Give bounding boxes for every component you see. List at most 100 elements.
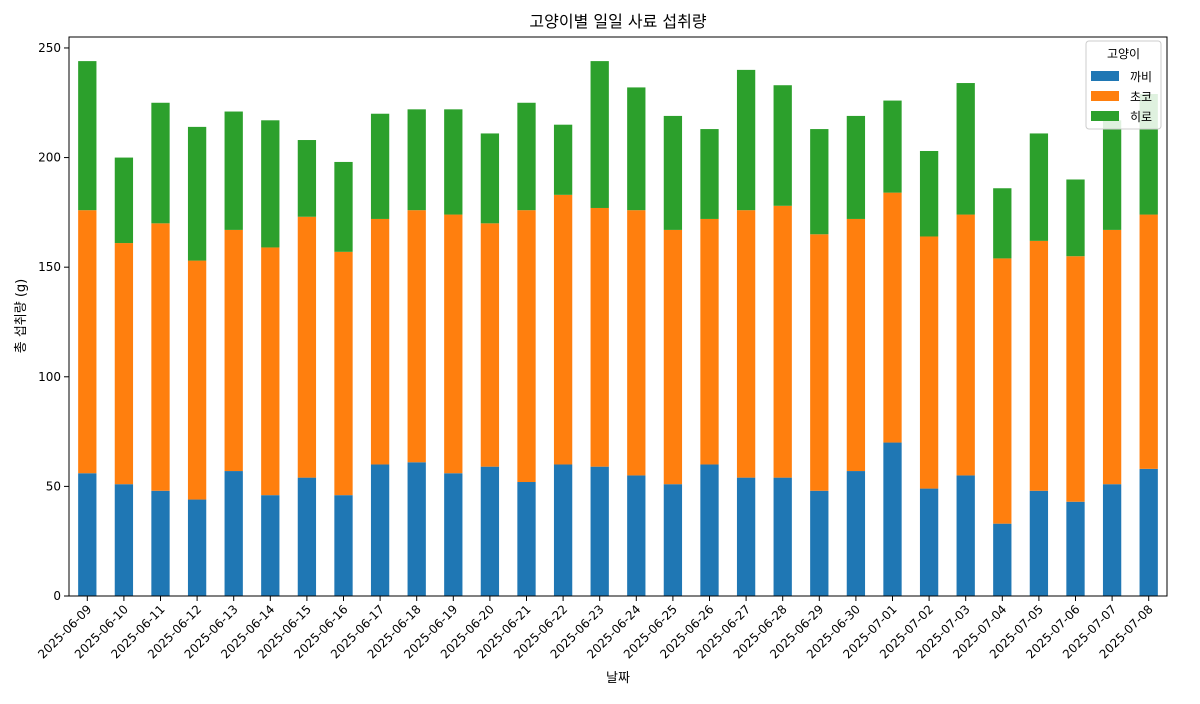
bar-2025-07-04-series-1 [993,258,1012,524]
bar-2025-07-06-series-2 [1066,179,1085,257]
bar-2025-07-02-series-0 [919,488,939,596]
bar-2025-06-25-series-1 [663,229,683,485]
legend-swatch-2 [1091,111,1119,121]
bar-2025-06-17-series-0 [370,464,390,596]
bar-2025-06-30-series-2 [846,115,866,219]
bar-2025-06-22-series-1 [553,194,573,465]
bar-2025-07-01-series-2 [883,100,902,193]
bar-2025-06-11-series-0 [151,490,170,596]
bar-2025-06-17-series-1 [370,218,390,465]
bar-2025-06-14-series-0 [261,495,280,596]
bar-2025-06-09-series-2 [78,61,97,211]
bar-2025-06-13-series-1 [224,229,243,472]
bar-2025-06-19-series-1 [444,214,463,474]
bar-2025-06-22-series-0 [553,464,573,596]
bar-2025-06-09-series-1 [78,210,97,474]
bar-2025-07-03-series-1 [956,214,975,476]
bar-2025-06-18-series-2 [407,109,426,211]
bar-2025-06-26-series-2 [700,129,719,219]
legend-swatch-1 [1091,91,1119,101]
bar-2025-06-23-series-2 [590,61,609,208]
bar-2025-06-28-series-0 [773,477,792,596]
bar-2025-07-05-series-0 [1029,490,1049,596]
legend-swatch-0 [1091,71,1119,81]
bar-2025-06-10-series-0 [114,484,134,596]
bar-2025-06-14-series-1 [261,247,280,496]
bar-2025-07-02-series-1 [919,236,939,489]
bar-2025-06-20-series-0 [480,466,500,596]
y-tick-label: 50 [46,479,61,493]
bar-2025-06-15-series-0 [297,477,317,596]
bar-2025-06-23-series-1 [590,207,609,467]
bar-2025-07-08-series-0 [1139,468,1158,596]
bar-2025-06-24-series-2 [627,87,646,211]
bar-2025-06-23-series-0 [590,466,609,596]
y-tick-label: 200 [38,151,61,165]
bar-2025-06-29-series-0 [810,490,829,596]
bar-2025-06-18-series-0 [407,462,426,596]
bar-2025-06-26-series-1 [700,218,719,465]
chart-title: 고양이별 일일 사료 섭취량 [529,12,706,31]
bar-2025-06-24-series-1 [627,210,646,476]
bar-2025-06-17-series-2 [370,113,390,219]
bar-2025-07-06-series-1 [1066,256,1085,502]
bar-2025-06-27-series-0 [736,477,756,596]
y-tick-label: 0 [53,589,61,603]
y-tick-label: 100 [38,370,61,384]
bar-2025-06-10-series-2 [114,157,134,244]
bar-2025-06-13-series-0 [224,471,243,596]
bar-2025-07-07-series-1 [1102,229,1122,485]
bar-2025-06-30-series-0 [846,471,866,596]
bar-2025-07-07-series-2 [1102,120,1122,230]
bar-2025-06-12-series-1 [187,260,207,500]
bar-2025-07-07-series-0 [1102,484,1122,596]
bar-2025-06-11-series-2 [151,102,170,224]
bar-2025-07-01-series-1 [883,192,902,443]
bar-2025-06-28-series-2 [773,85,792,206]
bar-2025-06-28-series-1 [773,205,792,478]
y-tick-label: 150 [38,260,61,274]
bar-2025-06-13-series-2 [224,111,243,230]
bar-2025-06-25-series-2 [663,115,683,230]
bar-2025-06-25-series-0 [663,484,683,596]
bar-2025-06-21-series-1 [517,210,536,483]
bar-2025-06-12-series-0 [187,499,207,596]
bar-2025-06-16-series-2 [334,161,353,252]
bar-2025-06-27-series-1 [736,210,756,478]
bar-2025-07-03-series-2 [956,83,975,215]
bar-2025-06-10-series-1 [114,243,134,485]
bar-2025-06-29-series-2 [810,129,829,235]
bar-2025-06-14-series-2 [261,120,280,248]
bar-2025-06-21-series-2 [517,102,536,211]
x-axis-label: 날짜 [606,671,630,686]
bar-2025-06-11-series-1 [151,223,170,491]
bar-2025-07-01-series-0 [883,442,902,596]
bar-2025-06-19-series-2 [444,109,463,215]
bar-2025-07-06-series-0 [1066,501,1085,596]
bar-2025-06-15-series-1 [297,216,317,478]
bar-2025-06-15-series-2 [297,140,317,217]
bar-2025-06-29-series-1 [810,234,829,491]
bar-2025-06-27-series-2 [736,69,756,211]
legend-label-1: 초코 [1130,90,1152,104]
bar-2025-06-16-series-0 [334,495,353,596]
bar-2025-07-08-series-1 [1139,214,1158,469]
bar-2025-06-19-series-0 [444,473,463,596]
legend-label-2: 히로 [1130,110,1152,124]
bar-2025-06-12-series-2 [187,126,207,261]
bar-2025-06-30-series-1 [846,218,866,472]
bar-2025-07-04-series-2 [993,188,1012,259]
plot-area: 0501001502002502025-06-092025-06-102025-… [35,36,1168,661]
y-tick-label: 250 [38,41,61,55]
legend-title: 고양이 [1107,47,1140,61]
bar-2025-07-02-series-2 [919,150,939,237]
bar-2025-06-09-series-0 [78,473,97,596]
bar-2025-07-05-series-1 [1029,240,1049,491]
y-axis-label: 총 섭취량 (g) [14,279,29,354]
bar-2025-06-16-series-1 [334,251,353,496]
bar-2025-06-21-series-0 [517,482,536,596]
bar-2025-06-20-series-2 [480,133,500,224]
